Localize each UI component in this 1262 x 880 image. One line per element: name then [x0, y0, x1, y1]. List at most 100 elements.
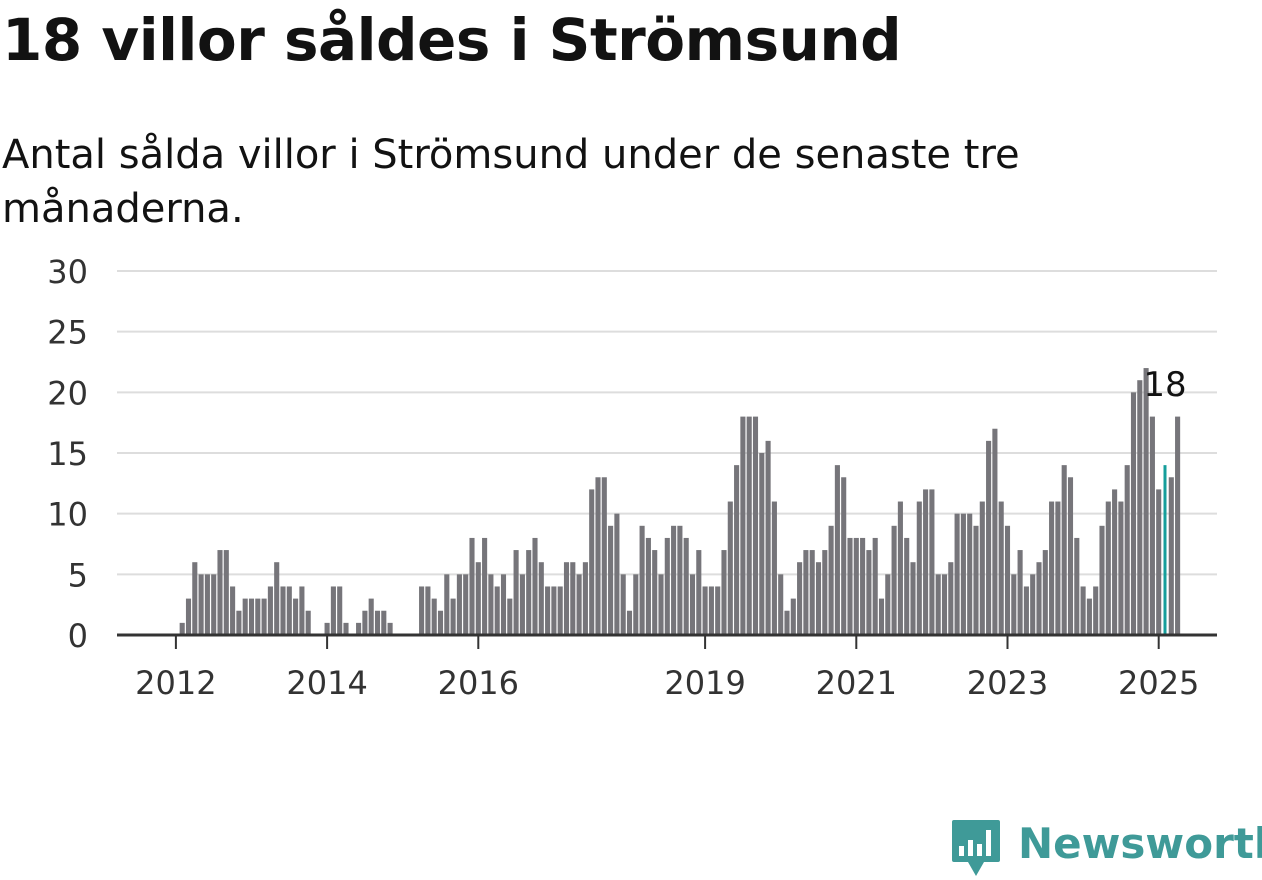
bar — [513, 550, 519, 635]
bar — [759, 453, 765, 635]
bar — [809, 550, 815, 635]
bar — [494, 586, 500, 635]
bar — [1074, 537, 1080, 635]
bar — [853, 537, 859, 635]
bar — [255, 598, 261, 635]
bar — [488, 574, 494, 635]
x-axis-ticks: 2012 2014 2016 2019 2021 2023 2025 — [135, 635, 1199, 700]
bar — [702, 586, 708, 635]
bar — [677, 525, 683, 635]
bar — [960, 513, 966, 635]
bar — [368, 598, 374, 635]
bar — [608, 525, 614, 635]
chart-title: 18 villor såldes i Strömsund — [2, 6, 902, 74]
bars — [179, 368, 1181, 635]
bar — [1105, 501, 1111, 635]
bar — [803, 550, 809, 635]
bar — [828, 525, 834, 635]
bar — [1143, 368, 1149, 635]
bar — [1067, 477, 1074, 635]
bar — [582, 562, 588, 635]
bar — [267, 586, 273, 635]
bar — [992, 428, 998, 635]
highlight-value-label: 18 — [1143, 365, 1186, 405]
bar — [1149, 416, 1155, 635]
bar — [444, 574, 450, 635]
y-tick-label: 15 — [47, 435, 88, 473]
bar — [1086, 598, 1092, 635]
bar — [910, 562, 916, 635]
bar — [689, 574, 696, 635]
y-tick-label: 5 — [68, 556, 88, 594]
bar — [715, 586, 721, 635]
bar — [727, 501, 733, 635]
newsworthy-logo-icon — [952, 820, 1000, 876]
bar — [790, 598, 796, 635]
bar — [752, 416, 759, 635]
bar — [248, 598, 255, 635]
bar — [1099, 525, 1105, 635]
bar — [1130, 392, 1137, 635]
bar — [204, 574, 210, 635]
bar — [872, 537, 878, 635]
bar — [1118, 501, 1124, 635]
bar — [633, 574, 639, 635]
bar — [683, 537, 689, 635]
bar — [1175, 416, 1181, 635]
bar — [185, 598, 192, 635]
bar — [1042, 550, 1048, 635]
bar — [866, 550, 872, 635]
bar — [1049, 501, 1055, 635]
x-tick-label: 2023 — [967, 664, 1048, 700]
bar — [261, 598, 267, 635]
bar — [242, 598, 248, 635]
bar — [343, 622, 349, 635]
bar — [986, 440, 992, 635]
bar — [929, 489, 935, 635]
bar — [645, 537, 651, 635]
bar — [299, 586, 305, 635]
bar — [778, 574, 784, 635]
bar — [545, 586, 551, 635]
bar — [1023, 586, 1029, 635]
bar — [337, 586, 343, 635]
bar — [671, 525, 677, 635]
x-tick-label: 2016 — [438, 664, 519, 700]
bar — [1080, 586, 1086, 635]
bar — [696, 550, 702, 635]
bar — [198, 574, 204, 635]
bar — [658, 574, 664, 635]
bar — [979, 501, 985, 635]
bar — [576, 574, 582, 635]
bar — [437, 610, 444, 635]
bar — [664, 537, 670, 635]
bar — [639, 525, 645, 635]
bar — [954, 513, 960, 635]
y-axis-ticks: 0 5 10 15 20 25 30 — [47, 253, 88, 655]
bar — [935, 574, 941, 635]
bar — [469, 537, 475, 635]
x-tick-label: 2021 — [816, 664, 897, 700]
bar — [784, 610, 790, 635]
bar — [1036, 562, 1042, 635]
bar — [387, 622, 393, 635]
bar — [330, 586, 336, 635]
bar — [230, 586, 236, 635]
bar — [1156, 489, 1162, 635]
y-tick-label: 10 — [47, 496, 88, 534]
bar — [526, 550, 532, 635]
y-tick-label: 30 — [47, 253, 88, 291]
bar — [916, 501, 922, 635]
bar — [1168, 477, 1174, 635]
bar — [1093, 586, 1099, 635]
bar — [746, 416, 752, 635]
x-tick-label: 2014 — [286, 664, 367, 700]
bar — [860, 537, 866, 635]
newsworthy-logo: Newsworthy — [950, 818, 1262, 880]
bar — [280, 586, 286, 635]
bar — [1011, 574, 1017, 635]
bar — [425, 586, 431, 635]
bar — [500, 574, 507, 635]
bar — [948, 562, 954, 635]
y-tick-label: 0 — [68, 617, 88, 655]
